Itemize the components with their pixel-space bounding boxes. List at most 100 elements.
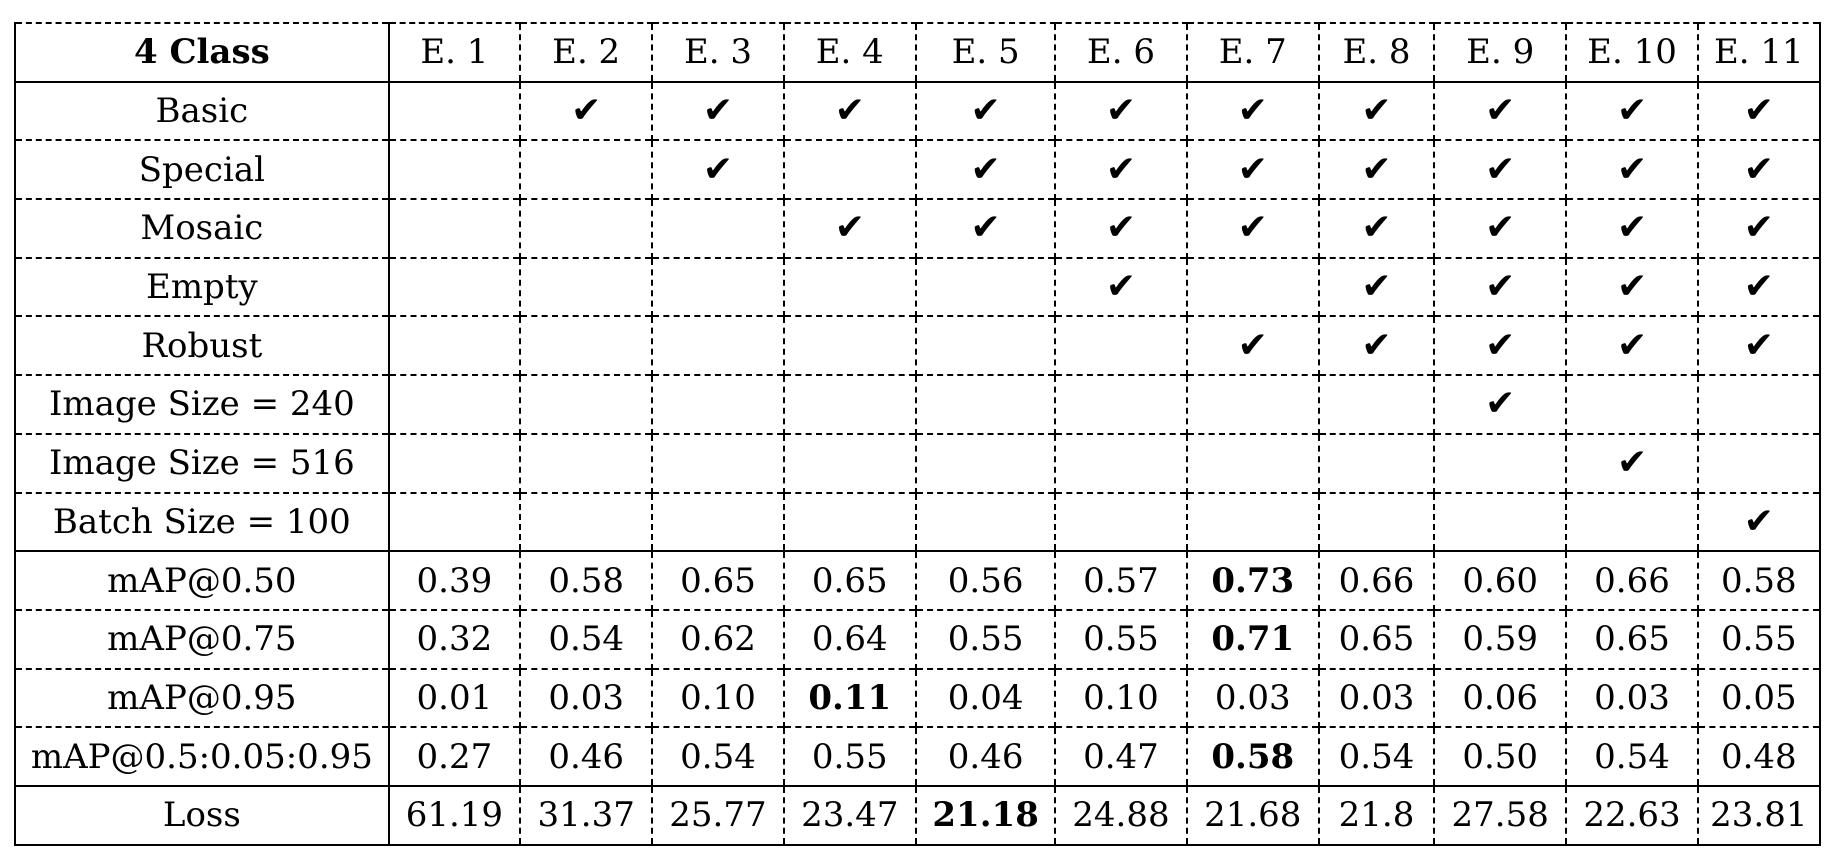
check-icon: ✔ — [1616, 148, 1648, 190]
table-cell — [387, 491, 521, 552]
check-icon: ✔ — [702, 90, 734, 132]
table-cell: ✔ — [1433, 315, 1567, 376]
check-icon: ✔ — [1105, 148, 1137, 190]
table-cell: 0.58 — [519, 550, 653, 610]
table-cell: ✔ — [651, 139, 784, 200]
table-cell — [782, 315, 916, 376]
row-label: Empty — [14, 256, 390, 317]
column-header-e-11: E. 11 — [1696, 22, 1822, 82]
column-header-e-8: E. 8 — [1317, 22, 1435, 82]
check-icon: ✔ — [1743, 90, 1774, 132]
table-cell: 0.73 — [1185, 550, 1319, 610]
table-cell — [1565, 491, 1698, 552]
check-icon: ✔ — [1616, 90, 1648, 132]
table-cell — [651, 432, 784, 493]
table-cell — [1696, 432, 1822, 493]
table-cell: 0.48 — [1696, 726, 1822, 786]
table-cell: 0.10 — [1054, 667, 1187, 728]
row-label: Image Size = 240 — [14, 374, 390, 434]
table-cell: 0.71 — [1185, 608, 1319, 669]
row-label: Mosaic — [14, 198, 390, 258]
metric-row-map-0-5-0-05-0-95: mAP@0.5:0.05:0.95 0.27 0.46 0.54 0.55 0.46 0.4… — [14, 726, 1822, 786]
check-icon: ✔ — [1237, 148, 1268, 190]
check-icon: ✔ — [702, 148, 734, 190]
table-cell: ✔ — [1433, 256, 1567, 317]
table-cell: ✔ — [1433, 198, 1567, 258]
table-cell: 0.50 — [1433, 726, 1567, 786]
loss-row: Loss 61.19 31.37 25.77 23.47 21.18 24.88 21.68 2… — [14, 784, 1822, 846]
config-row-mosaic: Mosaic ✔ ✔ ✔ ✔ ✔ ✔ ✔ ✔ — [14, 198, 1822, 258]
table-cell: 0.03 — [1565, 667, 1698, 728]
table-cell — [387, 432, 521, 493]
config-row-basic: Basic ✔ ✔ ✔ ✔ ✔ ✔ ✔ ✔ ✔ ✔ — [14, 80, 1822, 141]
table-cell: 0.03 — [1317, 667, 1435, 728]
table-cell — [914, 256, 1056, 317]
table-cell: ✔ — [1565, 198, 1698, 258]
table-cell: 0.03 — [1185, 667, 1319, 728]
table-cell: ✔ — [1185, 139, 1319, 200]
table-cell — [1054, 315, 1187, 376]
table-cell — [1185, 432, 1319, 493]
table-cell: 0.06 — [1433, 667, 1567, 728]
check-icon: ✔ — [1237, 207, 1268, 249]
check-icon: ✔ — [1743, 148, 1774, 190]
table-cell: 0.54 — [1565, 726, 1698, 786]
check-icon: ✔ — [970, 148, 1001, 190]
check-icon: ✔ — [1743, 500, 1774, 542]
check-icon: ✔ — [1105, 266, 1137, 308]
table-cell: ✔ — [1565, 256, 1698, 317]
table-cell — [1185, 491, 1319, 552]
column-header-e-1: E. 1 — [387, 22, 521, 82]
table-cell — [1317, 432, 1435, 493]
table-cell: 0.46 — [519, 726, 653, 786]
row-label: mAP@0.95 — [14, 667, 390, 728]
column-header-e-9: E. 9 — [1433, 22, 1567, 82]
row-label: Special — [14, 139, 390, 200]
row-label: Robust — [14, 315, 390, 376]
check-icon: ✔ — [1743, 266, 1774, 308]
table-cell — [1317, 491, 1435, 552]
table-cell: 0.55 — [782, 726, 916, 786]
table-cell: ✔ — [1433, 139, 1567, 200]
table-cell: ✔ — [1696, 491, 1822, 552]
config-row-image-size-240: Image Size = 240 ✔ — [14, 374, 1822, 434]
corner-label: 4 Class — [14, 22, 390, 82]
table-cell — [519, 491, 653, 552]
column-header-e-7: E. 7 — [1185, 22, 1319, 82]
table-cell — [651, 374, 784, 434]
table-cell: ✔ — [1317, 256, 1435, 317]
config-row-image-size-516: Image Size = 516 ✔ — [14, 432, 1822, 493]
table-cell: ✔ — [1185, 315, 1319, 376]
table-cell: 0.57 — [1054, 550, 1187, 610]
table-cell: 0.54 — [1317, 726, 1435, 786]
table-cell — [387, 80, 521, 141]
row-label: Image Size = 516 — [14, 432, 390, 493]
table-cell: ✔ — [782, 198, 916, 258]
table-cell — [1565, 374, 1698, 434]
check-icon: ✔ — [1616, 266, 1648, 308]
table-cell: 0.65 — [1317, 608, 1435, 669]
table-cell: ✔ — [1185, 80, 1319, 141]
table-cell: 0.03 — [519, 667, 653, 728]
table-cell: 0.65 — [651, 550, 784, 610]
table-cell — [782, 491, 916, 552]
row-label: mAP@0.75 — [14, 608, 390, 669]
table-cell: ✔ — [651, 80, 784, 141]
check-icon: ✔ — [834, 207, 865, 249]
table-cell: 0.10 — [651, 667, 784, 728]
table-cell: ✔ — [1565, 139, 1698, 200]
table-cell: ✔ — [1317, 198, 1435, 258]
table-cell — [914, 491, 1056, 552]
table-cell: 0.62 — [651, 608, 784, 669]
table-cell: 25.77 — [651, 784, 784, 846]
table-cell — [782, 374, 916, 434]
table-cell — [782, 139, 916, 200]
table-cell: 23.47 — [782, 784, 916, 846]
metric-row-map-0-50: mAP@0.50 0.39 0.58 0.65 0.65 0.56 0.57 0.73 0.66… — [14, 550, 1822, 610]
column-header-e-10: E. 10 — [1565, 22, 1698, 82]
table-cell: ✔ — [1696, 139, 1822, 200]
table-cell — [1317, 374, 1435, 434]
check-icon: ✔ — [1361, 90, 1392, 132]
